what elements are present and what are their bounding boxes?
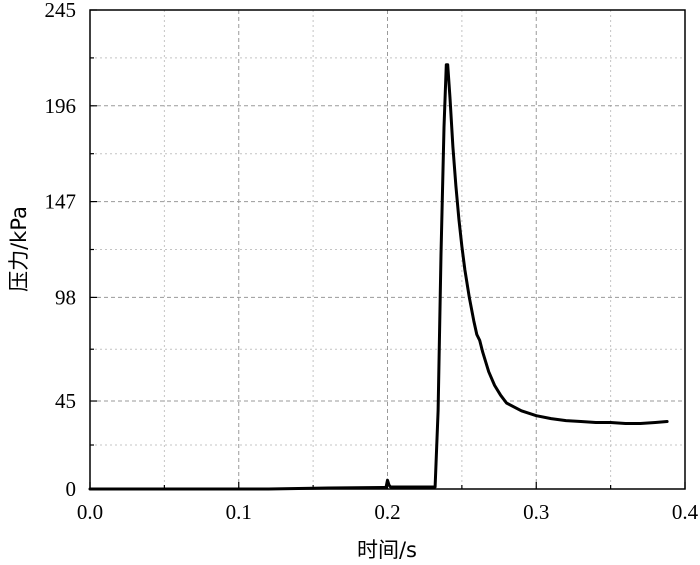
y-tick-label: 147: [45, 190, 77, 214]
x-tick-label: 0.3: [523, 500, 549, 524]
y-tick-label: 196: [45, 94, 77, 118]
y-tick-label: 98: [55, 285, 76, 309]
x-tick-label: 0.1: [226, 500, 252, 524]
x-tick-label: 0.0: [77, 500, 103, 524]
x-tick-label: 0.4: [672, 500, 699, 524]
x-tick-labels: 0.0 0.1 0.2 0.3 0.4: [77, 500, 699, 524]
y-axis-label: 压力/kPa: [7, 206, 31, 292]
y-tick-label: 45: [55, 389, 76, 413]
pressure-series-line: [88, 63, 669, 491]
y-tick-label: 245: [45, 0, 77, 22]
grid-lines: [90, 10, 685, 489]
y-tick-labels: 0 45 98 147 196 245: [45, 0, 77, 501]
y-tick-label: 0: [66, 477, 77, 501]
x-tick-label: 0.2: [374, 500, 400, 524]
x-axis-label: 时间/s: [357, 538, 417, 562]
